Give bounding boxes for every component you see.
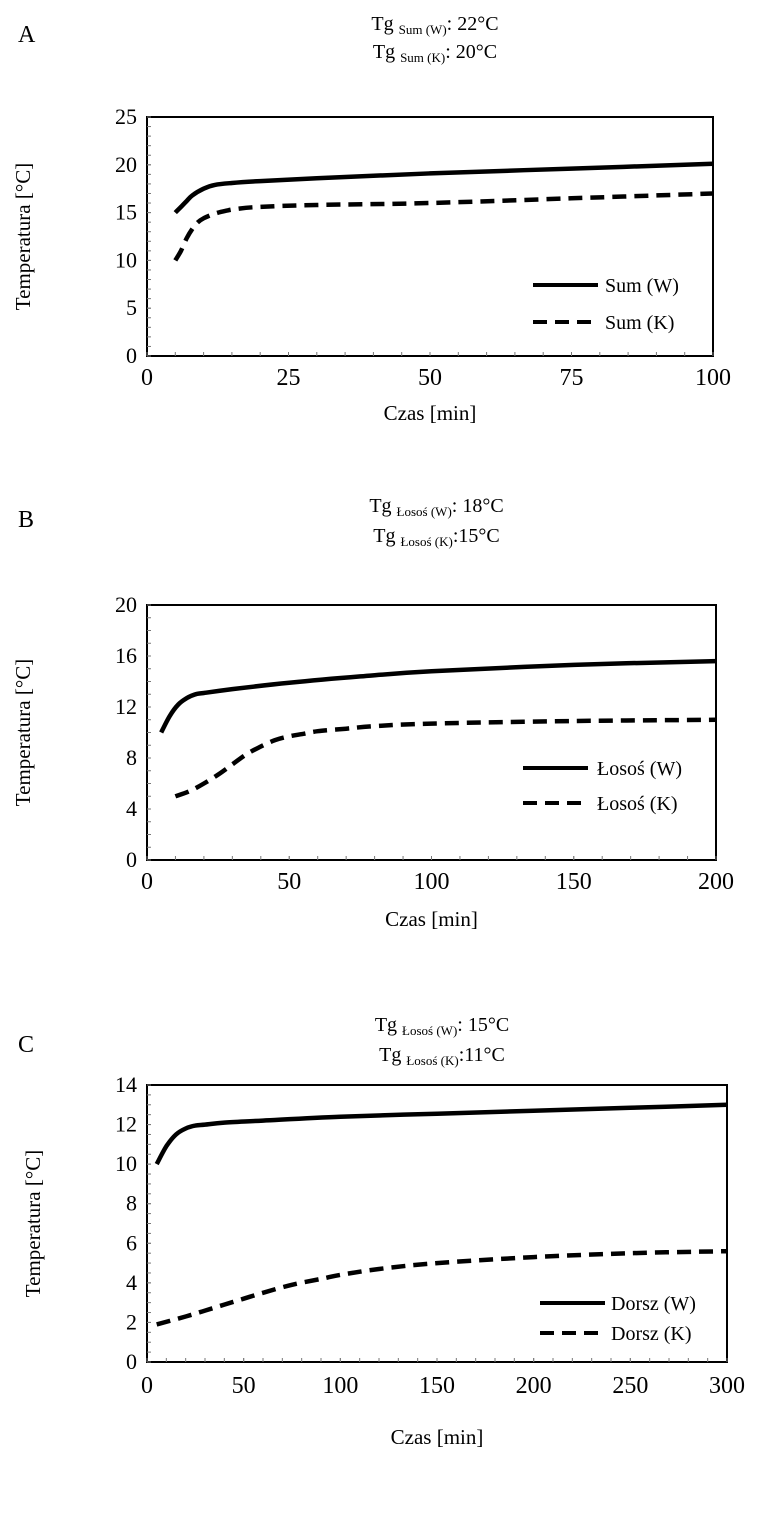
y-tick-label: 6 — [126, 1230, 137, 1255]
chart-panel-c: CTg Łosoś (W): 15°CTg Łosoś (K):11°C0246… — [18, 1014, 745, 1449]
y-tick-label: 4 — [126, 796, 137, 821]
x-axis-title: Czas [min] — [391, 1425, 484, 1449]
series-line-k — [173, 191, 714, 262]
legend-label: Łosoś (K) — [597, 793, 678, 815]
legend-label: Dorsz (W) — [611, 1293, 696, 1315]
panel-label: A — [18, 22, 36, 48]
x-tick-label: 0 — [141, 1373, 153, 1399]
tg-subscript: Łosoś (K) — [400, 534, 452, 549]
y-tick-label: 16 — [115, 643, 137, 668]
tg-annotation: Tg Łosoś (W): 18°C — [369, 495, 503, 519]
series-line-w — [173, 161, 714, 215]
y-tick-label: 0 — [126, 847, 137, 872]
x-tick-label: 200 — [698, 869, 734, 895]
tg-annotation: Tg Łosoś (K):15°C — [373, 525, 499, 549]
x-tick-label: 100 — [695, 365, 731, 391]
tg-subscript: Łosoś (W) — [402, 1023, 457, 1038]
y-tick-label: 10 — [115, 1151, 137, 1176]
tg-annotation: Tg Sum (W): 22°C — [371, 13, 498, 37]
y-tick-label: 12 — [115, 694, 137, 719]
tg-annotation: Tg Łosoś (K):11°C — [379, 1044, 505, 1068]
y-tick-label: 10 — [115, 247, 137, 272]
tg-value: :11°C — [459, 1044, 505, 1066]
x-tick-label: 0 — [141, 365, 153, 391]
y-tick-label: 12 — [115, 1112, 137, 1137]
tg-subscript: Łosoś (K) — [406, 1053, 458, 1068]
tg-value: : 22°C — [447, 13, 499, 35]
panel-label: B — [18, 507, 34, 533]
tg-prefix: Tg — [373, 41, 400, 63]
legend-label: Łosoś (W) — [597, 758, 682, 780]
y-tick-label: 5 — [126, 295, 137, 320]
y-tick-label: 8 — [126, 745, 137, 770]
tg-value: : 20°C — [445, 41, 497, 63]
tg-subscript: Sum (W) — [399, 22, 447, 37]
y-tick-label: 14 — [115, 1072, 137, 1097]
tg-prefix: Tg — [379, 1044, 406, 1066]
x-tick-label: 50 — [232, 1373, 256, 1399]
x-tick-label: 75 — [560, 365, 584, 391]
x-tick-label: 50 — [277, 869, 301, 895]
x-axis-title: Czas [min] — [384, 401, 477, 425]
legend-label: Dorsz (K) — [611, 1323, 692, 1345]
y-tick-label: 20 — [115, 592, 137, 617]
series-line-k — [156, 1248, 728, 1327]
x-tick-label: 100 — [322, 1373, 358, 1399]
y-tick-label: 2 — [126, 1309, 137, 1334]
y-tick-label: 20 — [115, 152, 137, 177]
tg-subscript: Sum (K) — [400, 50, 445, 65]
legend-label: Sum (W) — [605, 275, 679, 297]
tg-annotation: Tg Sum (K): 20°C — [373, 41, 497, 65]
tg-value: :15°C — [453, 525, 500, 547]
y-tick-label: 0 — [126, 343, 137, 368]
x-tick-label: 250 — [612, 1373, 648, 1399]
tg-prefix: Tg — [373, 525, 400, 547]
x-tick-label: 200 — [516, 1373, 552, 1399]
x-tick-label: 50 — [418, 365, 442, 391]
y-axis-title: Temperatura [°C] — [21, 1150, 45, 1297]
tg-subscript: Łosoś (W) — [397, 504, 452, 519]
chart-panel-a: A Tg Sum (W): 22°CTg Sum (K): 20°C0510152… — [11, 13, 731, 425]
tg-value: : 15°C — [457, 1014, 509, 1036]
legend-label: Sum (K) — [605, 312, 674, 334]
y-tick-label: 15 — [115, 200, 137, 225]
x-tick-label: 300 — [709, 1373, 745, 1399]
y-axis-title: Temperatura [°C] — [11, 659, 35, 806]
x-tick-label: 0 — [141, 869, 153, 895]
x-tick-label: 150 — [556, 869, 592, 895]
x-tick-label: 25 — [277, 365, 301, 391]
y-tick-label: 8 — [126, 1191, 137, 1216]
series-line-w — [159, 658, 717, 734]
tg-prefix: Tg — [375, 1014, 402, 1036]
tg-prefix: Tg — [371, 13, 398, 35]
x-tick-label: 100 — [414, 869, 450, 895]
plot-frame — [146, 604, 717, 861]
chart-panel-b: BTg Łosoś (W): 18°CTg Łosoś (K):15°C0481… — [11, 495, 734, 931]
x-axis-title: Czas [min] — [385, 907, 478, 931]
panel-label: C — [18, 1032, 34, 1058]
tg-annotation: Tg Łosoś (W): 15°C — [375, 1014, 509, 1038]
plot-frame — [146, 1084, 728, 1363]
tg-value: : 18°C — [452, 495, 504, 517]
series-line-w — [154, 1102, 728, 1166]
y-axis-title: Temperatura [°C] — [11, 163, 35, 310]
y-tick-label: 25 — [115, 104, 137, 129]
tg-prefix: Tg — [369, 495, 396, 517]
y-tick-label: 4 — [126, 1270, 137, 1295]
x-tick-label: 150 — [419, 1373, 455, 1399]
y-tick-label: 0 — [126, 1349, 137, 1374]
